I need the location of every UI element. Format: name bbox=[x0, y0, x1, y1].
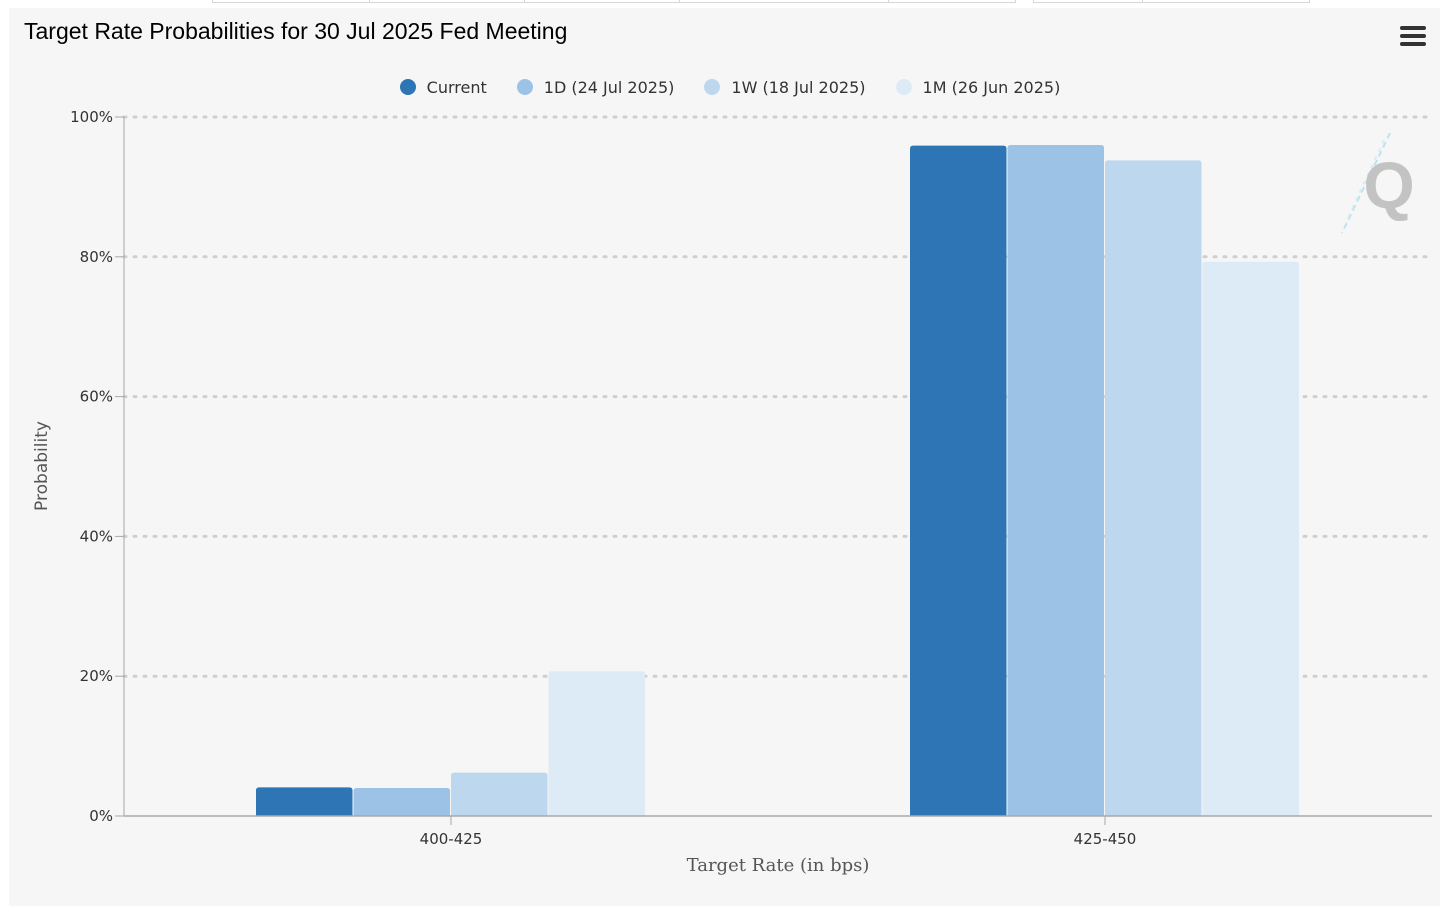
y-tick-label: 40% bbox=[80, 527, 113, 545]
legend-label: 1D (24 Jul 2025) bbox=[543, 77, 675, 97]
tab-divider bbox=[369, 0, 370, 3]
y-tick-label: 60% bbox=[80, 388, 113, 406]
legend-item-1d[interactable]: 1D (24 Jul 2025) bbox=[516, 77, 675, 97]
legend-label: 1M (26 Jun 2025) bbox=[922, 77, 1061, 97]
y-tick-label: 20% bbox=[80, 667, 113, 685]
legend-swatch-icon bbox=[516, 79, 533, 95]
tab-divider bbox=[888, 0, 889, 3]
bar bbox=[256, 787, 353, 816]
chart-title: Target Rate Probabilities for 30 Jul 202… bbox=[24, 18, 568, 44]
y-axis-ticks: 0% 20% 40% 60% 80% 100% bbox=[70, 108, 124, 825]
legend-item-current[interactable]: Current bbox=[399, 77, 487, 97]
tab-divider bbox=[1142, 0, 1143, 3]
y-tick-label: 0% bbox=[89, 807, 113, 825]
hamburger-menu-icon bbox=[1400, 26, 1426, 30]
tab-divider bbox=[1015, 0, 1016, 3]
bar bbox=[548, 671, 645, 816]
bar bbox=[451, 772, 548, 816]
chart-menu-button[interactable] bbox=[1396, 22, 1430, 52]
bar bbox=[910, 145, 1007, 816]
tab-divider bbox=[1309, 0, 1310, 3]
quikstrike-logo-icon: Q bbox=[1341, 132, 1415, 234]
tab-divider bbox=[212, 0, 213, 3]
legend-label: 1W (18 Jul 2025) bbox=[731, 77, 866, 97]
legend-label: Current bbox=[426, 77, 487, 97]
bar bbox=[1007, 144, 1104, 816]
tab-divider bbox=[679, 0, 680, 3]
y-tick-label: 80% bbox=[80, 248, 113, 266]
x-tick-label: 400-425 bbox=[420, 830, 483, 848]
legend-item-1w[interactable]: 1W (18 Jul 2025) bbox=[704, 77, 866, 97]
legend-swatch-icon bbox=[895, 79, 912, 95]
legend-swatch-icon bbox=[399, 79, 416, 95]
tab-underline bbox=[212, 2, 1015, 3]
x-axis-title: Target Rate (in bps) bbox=[686, 855, 870, 876]
tab-divider bbox=[524, 0, 525, 3]
hamburger-menu-icon bbox=[1400, 34, 1426, 38]
chart-legend: Current 1D (24 Jul 2025) 1W (18 Jul 2025… bbox=[0, 74, 1440, 100]
bar bbox=[353, 788, 450, 816]
bar-series bbox=[256, 144, 1299, 816]
x-axis-ticks: 400-425 425-450 bbox=[420, 816, 1137, 848]
x-tick-label: 425-450 bbox=[1074, 830, 1137, 848]
y-tick-label: 100% bbox=[70, 108, 113, 126]
watermark-q: Q bbox=[1363, 148, 1414, 222]
legend-swatch-icon bbox=[704, 79, 721, 95]
legend-item-1m[interactable]: 1M (26 Jun 2025) bbox=[895, 77, 1061, 97]
hamburger-menu-icon bbox=[1400, 42, 1426, 46]
tab-underline bbox=[1033, 2, 1309, 3]
bar bbox=[1105, 160, 1202, 816]
axes bbox=[123, 117, 1432, 817]
tab-divider bbox=[1033, 0, 1034, 3]
browser-tab-strip bbox=[0, 0, 1440, 4]
bar bbox=[1202, 261, 1299, 816]
